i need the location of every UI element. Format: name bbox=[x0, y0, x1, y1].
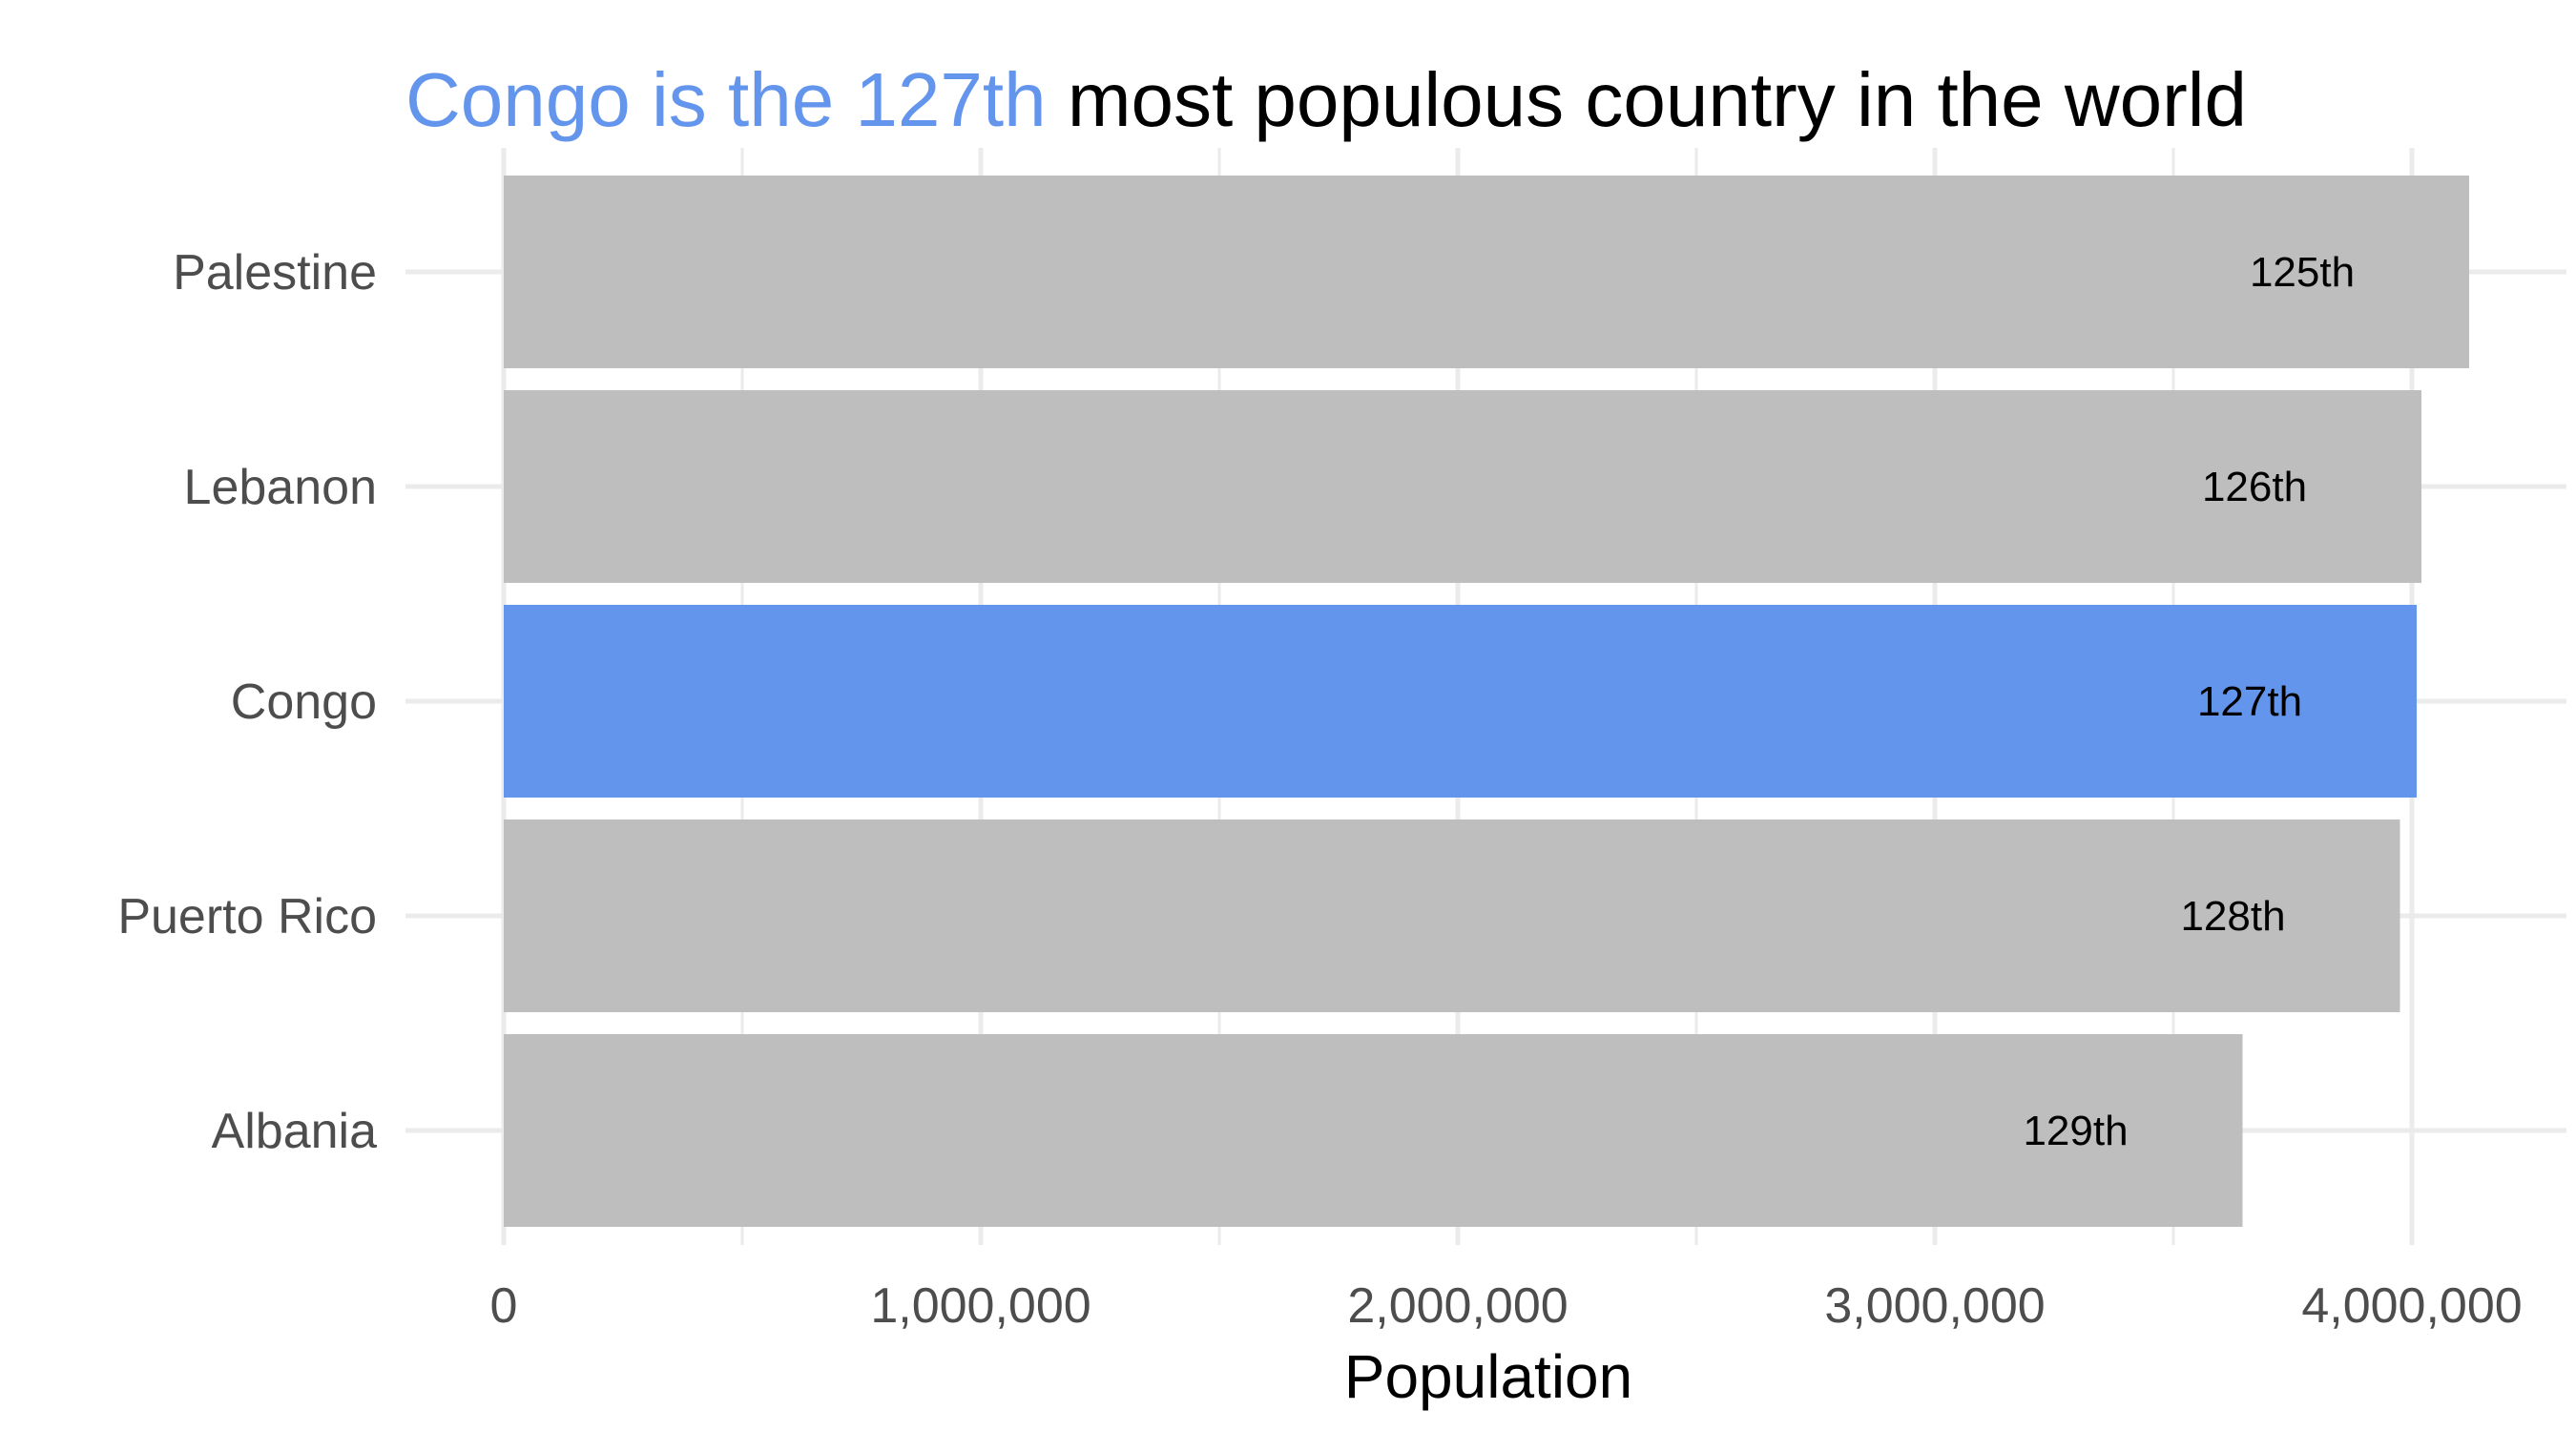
x-tick-label: 0 bbox=[490, 1278, 518, 1334]
data-label-lebanon: 126th bbox=[2202, 464, 2307, 510]
category-label-albania: Albania bbox=[212, 1104, 378, 1159]
data-label-palestine: 125th bbox=[2250, 249, 2355, 296]
x-tick-label: 2,000,000 bbox=[1347, 1278, 1568, 1334]
bar-congo bbox=[504, 605, 2417, 798]
category-label-lebanon: Lebanon bbox=[184, 460, 377, 515]
y-axis-labels: Palestine Lebanon Congo Puerto Rico Albania bbox=[117, 245, 377, 1159]
bar-albania bbox=[504, 1034, 2243, 1227]
category-label-palestine: Palestine bbox=[173, 245, 377, 301]
data-label-albania: 129th bbox=[2023, 1108, 2128, 1154]
data-label-puerto-rico: 128th bbox=[2180, 893, 2285, 940]
x-axis-tick-labels: 0 1,000,000 2,000,000 3,000,000 4,000,000 bbox=[490, 1278, 2523, 1334]
category-label-congo: Congo bbox=[231, 674, 377, 730]
category-label-puerto-rico: Puerto Rico bbox=[117, 889, 377, 944]
bars bbox=[504, 176, 2469, 1227]
data-labels: 125th 126th 127th 128th 129th bbox=[2023, 249, 2355, 1154]
chart-title: Congo is the 127th most populous country… bbox=[405, 57, 2247, 142]
x-tick-label: 3,000,000 bbox=[1824, 1278, 2045, 1334]
data-label-congo: 127th bbox=[2197, 678, 2302, 725]
x-axis-title: Population bbox=[1344, 1342, 1632, 1411]
x-tick-label: 4,000,000 bbox=[2301, 1278, 2522, 1334]
bar-palestine bbox=[504, 176, 2469, 368]
x-tick-label: 1,000,000 bbox=[870, 1278, 1091, 1334]
chart-title-rest: most populous country in the world bbox=[1047, 57, 2247, 142]
chart-title-highlight: Congo is the 127th bbox=[405, 57, 1047, 142]
bar-puerto-rico bbox=[504, 819, 2400, 1012]
bar-lebanon bbox=[504, 390, 2421, 583]
